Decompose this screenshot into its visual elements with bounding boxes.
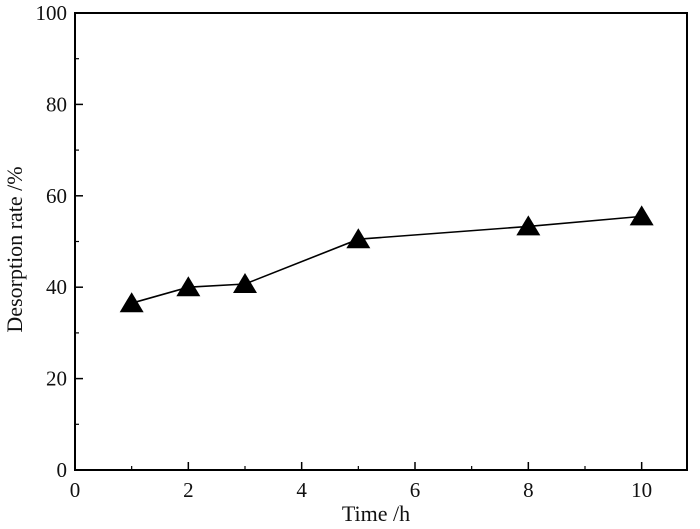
x-tick-label: 4 [296, 478, 307, 502]
data-point-marker [346, 228, 371, 249]
series-line [131, 215, 642, 304]
y-axis-ticks: 0 20 40 60 80 100 [36, 1, 83, 482]
data-point-marker [629, 205, 654, 226]
y-tick-label: 40 [46, 275, 67, 299]
x-axis-title: Time /h [342, 501, 410, 526]
y-tick-label: 0 [57, 458, 68, 482]
plot-frame [74, 12, 688, 471]
y-tick-label: 20 [46, 367, 67, 391]
data-point-marker [119, 292, 144, 313]
data-point-marker [233, 273, 257, 294]
x-tick-label: 0 [70, 478, 81, 502]
x-axis-ticks: 0 2 4 6 8 10 [70, 462, 652, 502]
y-axis-title: Desorption rate /% [2, 166, 27, 332]
x-tick-label: 8 [523, 478, 534, 502]
data-point-marker [516, 215, 541, 236]
x-tick-label: 6 [410, 478, 421, 502]
series-layer [119, 205, 654, 313]
x-tick-label: 10 [631, 478, 652, 502]
data-point-marker [176, 276, 201, 297]
y-tick-label: 80 [46, 92, 67, 116]
y-tick-label: 100 [36, 1, 68, 25]
x-tick-label: 2 [183, 478, 194, 502]
y-tick-label: 60 [46, 184, 67, 208]
